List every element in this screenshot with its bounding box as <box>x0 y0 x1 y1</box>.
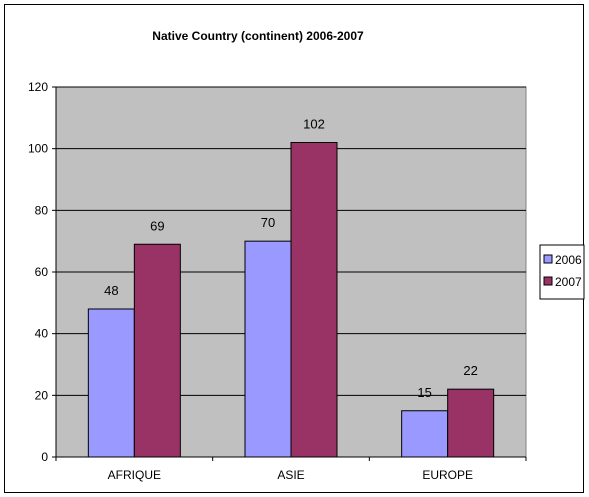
bar-2007-asie <box>290 142 338 458</box>
bar-2006-europe <box>401 410 449 458</box>
bars: 48 69 70 102 15 22 <box>87 117 495 458</box>
legend-label: 2006 <box>555 253 582 267</box>
legend-swatch <box>543 254 553 264</box>
legend-swatch <box>543 276 553 286</box>
x-tick-label: EUROPE <box>422 468 473 482</box>
bar-2007-europe <box>447 388 495 458</box>
bar-2006-afrique <box>87 308 135 458</box>
y-tick-label: 100 <box>28 142 48 156</box>
data-label: 69 <box>150 218 164 233</box>
x-tick-label: AFRIQUE <box>108 468 161 482</box>
axes: 0 20 40 60 80 100 120 AFRIQUE ASIE EUROPE <box>28 80 527 482</box>
y-tick-label: 20 <box>35 388 49 402</box>
chart-title: Native Country (continent) 2006-2007 <box>152 29 364 43</box>
data-label: 22 <box>463 363 477 378</box>
y-tick-label: 0 <box>41 450 48 464</box>
y-tick-label: 60 <box>35 265 49 279</box>
legend: 2006 2007 <box>539 244 585 300</box>
data-label: 70 <box>261 215 275 230</box>
legend-box <box>539 244 585 300</box>
data-label: 48 <box>104 283 118 298</box>
legend-label: 2007 <box>555 275 582 289</box>
data-label: 102 <box>303 117 325 132</box>
data-label: 15 <box>417 385 431 400</box>
bar-2007-afrique <box>133 243 181 458</box>
x-tick-label: ASIE <box>277 468 304 482</box>
y-tick-label: 120 <box>28 80 48 94</box>
y-tick-label: 40 <box>35 327 49 341</box>
bar-2006-asie <box>244 240 292 458</box>
y-tick-label: 80 <box>35 203 49 217</box>
